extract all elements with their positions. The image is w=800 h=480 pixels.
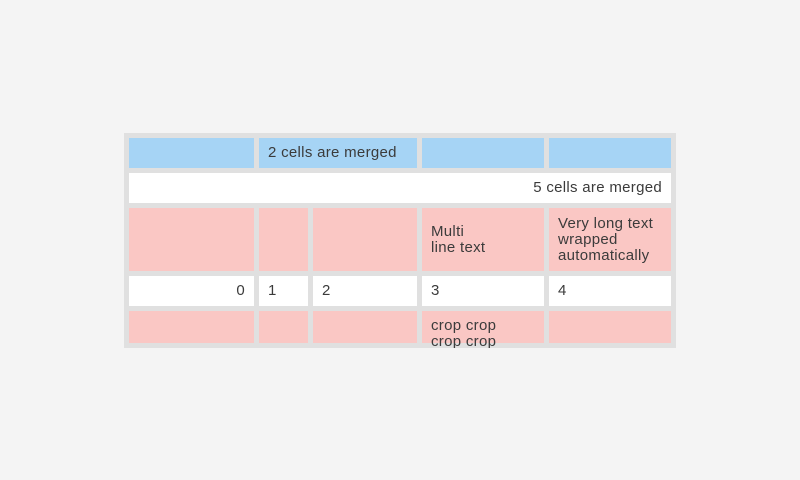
cell-r3c2[interactable] [259, 208, 308, 271]
table-widget[interactable]: 2 cells are merged 5 cells are merged Mu… [124, 133, 676, 348]
cell-r5c1[interactable] [129, 311, 254, 348]
cell-r5c2[interactable] [259, 311, 308, 348]
cell-r3c3[interactable] [313, 208, 417, 271]
cell-num-2[interactable]: 2 [313, 276, 417, 306]
cell-num-0[interactable]: 0 [129, 276, 254, 306]
cell-r1c1[interactable] [129, 138, 254, 168]
cell-multiline[interactable]: Multi line text [422, 208, 544, 271]
cell-r5c3[interactable] [313, 311, 417, 348]
cell-r1c4[interactable] [422, 138, 544, 168]
table-grid: 2 cells are merged 5 cells are merged Mu… [129, 138, 671, 348]
cell-merged-2[interactable]: 2 cells are merged [259, 138, 417, 168]
cell-num-1[interactable]: 1 [259, 276, 308, 306]
cell-crop-text[interactable]: crop crop crop crop [422, 311, 544, 348]
cell-r3c1[interactable] [129, 208, 254, 271]
cell-num-4[interactable]: 4 [549, 276, 671, 306]
cell-r5c5[interactable] [549, 311, 671, 348]
cell-wrapped-text[interactable]: Very long text wrapped automatically [549, 208, 671, 271]
cell-num-3[interactable]: 3 [422, 276, 544, 306]
cell-merged-5[interactable]: 5 cells are merged [129, 173, 671, 203]
cell-r1c5[interactable] [549, 138, 671, 168]
